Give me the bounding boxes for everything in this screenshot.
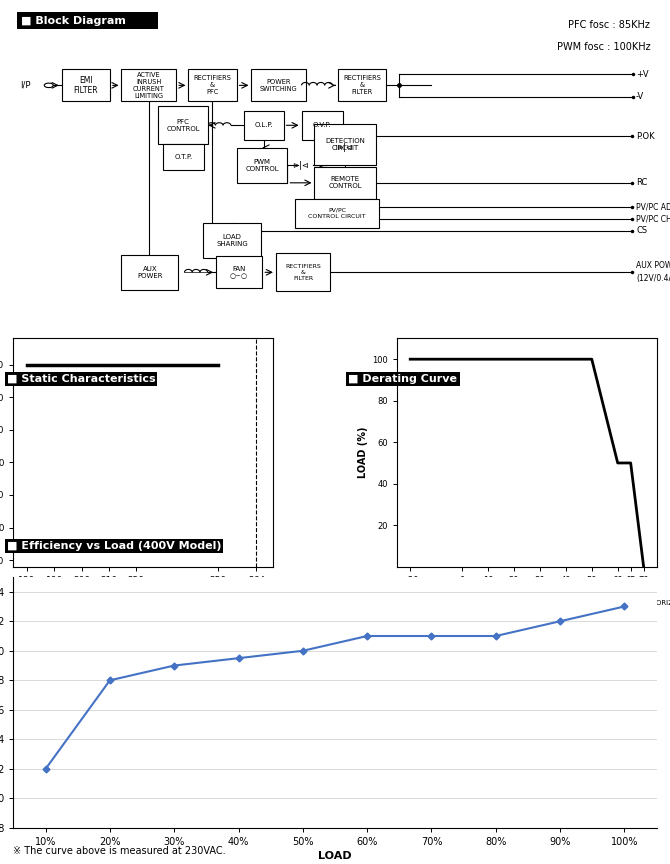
Text: ■ Derating Curve: ■ Derating Curve [348,374,458,384]
Bar [121,69,176,101]
Bar [203,223,261,258]
Text: I/P: I/P [20,81,30,90]
Text: PFC
CONTROL: PFC CONTROL [166,118,200,132]
X-axis label: INPUT VOLTAGE (V) 60Hz: INPUT VOLTAGE (V) 60Hz [75,589,211,599]
Y-axis label: LOAD (%): LOAD (%) [358,427,369,479]
Bar [244,111,283,140]
Bar [62,69,110,101]
Text: (HORIZONTAL): (HORIZONTAL) [649,600,670,607]
Text: POWER
SWITCHING: POWER SWITCHING [260,79,297,92]
Text: PV/PC CHOSE: PV/PC CHOSE [636,214,670,224]
Text: EMI
FILTER: EMI FILTER [74,76,98,95]
Text: AUX
POWER: AUX POWER [137,266,163,279]
Text: PWM
CONTROL: PWM CONTROL [245,159,279,172]
Text: PFC fosc : 85KHz: PFC fosc : 85KHz [568,20,650,29]
X-axis label: LOAD: LOAD [318,851,352,861]
Text: RECTIFIERS
&
FILTER: RECTIFIERS & FILTER [344,75,381,95]
Text: ACTIVE
INRUSH
CURRENT
LIMITING: ACTIVE INRUSH CURRENT LIMITING [133,72,165,98]
Text: P.OK: P.OK [636,132,655,141]
Text: PV/PC
CONTROL CIRCUIT: PV/PC CONTROL CIRCUIT [308,207,366,219]
X-axis label: AMBIENT TEMPERATURE (℃): AMBIENT TEMPERATURE (℃) [448,589,605,599]
Bar [314,124,375,165]
Text: FAN
○~○: FAN ○~○ [230,266,248,279]
Text: ⊳|⊲: ⊳|⊲ [292,161,309,169]
Bar [216,257,263,289]
Text: PWM fosc : 100KHz: PWM fosc : 100KHz [557,42,650,52]
Text: +V: +V [636,70,649,79]
Text: ■ Block Diagram: ■ Block Diagram [21,16,126,26]
Text: O.T.P.: O.T.P. [174,155,193,160]
Text: ■ Static Characteristics: ■ Static Characteristics [7,374,155,384]
Text: ■ Efficiency vs Load (400V Model): ■ Efficiency vs Load (400V Model) [7,541,221,550]
Bar [251,69,306,101]
Text: RECTIFIERS
&
PFC: RECTIFIERS & PFC [194,75,231,95]
Bar [237,148,287,183]
Text: ⊳|⊲: ⊳|⊲ [336,143,353,152]
Text: O.L.P.: O.L.P. [254,123,273,128]
Bar [121,255,178,290]
Bar [295,199,379,227]
Bar [338,69,387,101]
Text: -V: -V [636,92,645,101]
Text: CS: CS [636,226,647,235]
Text: AUX POWER: AUX POWER [636,262,670,270]
Text: PV/PC ADJUST: PV/PC ADJUST [636,203,670,212]
Bar [163,144,204,170]
Text: O.V.P.: O.V.P. [313,123,332,128]
Text: REMOTE
CONTROL: REMOTE CONTROL [328,176,362,189]
Bar [158,106,208,144]
Bar [314,167,375,199]
Text: LOAD
SHARING: LOAD SHARING [216,234,248,247]
Text: RC: RC [636,178,647,187]
Bar [188,69,237,101]
Text: (12V/0.4A): (12V/0.4A) [636,274,670,283]
Text: RECTIFIERS
&
FILTER: RECTIFIERS & FILTER [285,264,321,281]
Bar [276,253,330,291]
Bar [302,111,343,140]
Text: ※ The curve above is measured at 230VAC.: ※ The curve above is measured at 230VAC. [13,846,226,855]
Bar [17,12,158,29]
Text: DETECTION
CIRCUIT: DETECTION CIRCUIT [325,138,365,151]
